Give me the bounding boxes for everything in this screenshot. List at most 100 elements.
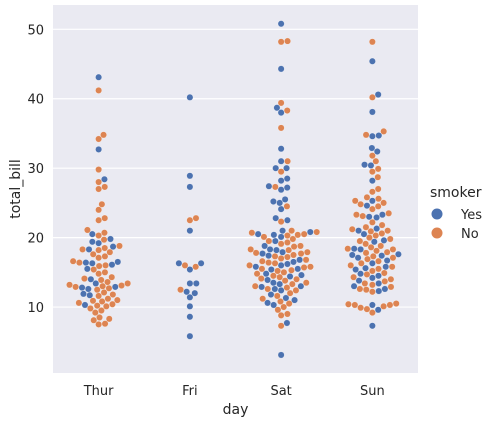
data-point-yes <box>355 227 362 235</box>
data-point-no <box>386 301 394 309</box>
data-point-no <box>385 209 393 217</box>
data-point-no <box>277 255 285 262</box>
data-point-yes <box>383 257 391 264</box>
data-point-no <box>101 253 109 260</box>
data-point-no <box>98 307 105 314</box>
data-point-no <box>124 280 132 287</box>
data-point-no <box>313 228 321 236</box>
data-point-no <box>363 305 371 313</box>
data-point-no <box>297 250 305 257</box>
data-point-yes <box>92 280 100 287</box>
data-point-yes <box>277 145 285 153</box>
data-point-yes <box>283 164 290 172</box>
data-point-yes <box>277 262 285 269</box>
data-point-yes <box>373 148 381 155</box>
data-point-yes <box>271 285 279 293</box>
data-point-yes <box>270 301 278 309</box>
data-point-no <box>283 284 291 291</box>
data-point-no <box>290 243 298 250</box>
data-point-yes <box>277 205 285 213</box>
y-axis-label: total_bill <box>8 159 24 219</box>
data-point-yes <box>296 256 303 264</box>
data-point-no <box>367 228 375 235</box>
data-point-yes <box>369 108 376 116</box>
data-point-yes <box>183 288 190 296</box>
data-point-no <box>277 322 285 330</box>
data-point-no <box>91 309 99 316</box>
data-point-no <box>257 275 265 282</box>
data-point-no <box>297 242 304 250</box>
data-point-yes <box>374 91 382 98</box>
data-point-no <box>72 283 79 291</box>
data-point-yes <box>361 161 368 169</box>
data-point-no <box>95 262 103 270</box>
data-point-no <box>357 259 365 267</box>
data-point-yes <box>101 175 108 183</box>
data-point-no <box>369 267 376 275</box>
data-point-no <box>374 173 382 181</box>
data-point-no <box>104 295 112 303</box>
data-point-no <box>363 193 371 201</box>
data-point-no <box>367 243 375 251</box>
data-point-no <box>247 246 255 253</box>
data-point-yes <box>186 183 194 191</box>
data-point-yes <box>254 230 262 238</box>
data-point-no <box>87 305 94 312</box>
data-point-yes <box>191 289 199 297</box>
data-point-no <box>253 270 261 278</box>
data-point-yes <box>265 182 273 190</box>
data-point-no <box>283 203 291 210</box>
data-point-no <box>181 262 189 269</box>
data-point-no <box>101 244 109 252</box>
data-point-no <box>276 273 284 281</box>
legend-label-yes: Yes <box>460 208 482 223</box>
data-point-yes <box>374 306 382 314</box>
data-point-no <box>101 268 109 276</box>
data-point-yes <box>297 282 305 290</box>
data-point-no <box>75 299 83 307</box>
data-point-yes <box>277 20 285 28</box>
data-point-no <box>271 259 279 267</box>
data-point-yes <box>277 157 285 165</box>
data-point-no <box>380 302 387 310</box>
data-point-no <box>362 286 370 294</box>
data-point-no <box>344 245 352 253</box>
data-point-no <box>93 302 101 309</box>
data-point-no <box>364 255 371 263</box>
data-point-yes <box>262 270 270 278</box>
y-tick-label: 20 <box>27 232 44 247</box>
data-point-no <box>288 266 295 274</box>
data-point-no <box>302 279 310 287</box>
data-point-yes <box>86 291 94 299</box>
x-axis: Thur Fri Sat Sun <box>83 384 385 399</box>
data-point-yes <box>88 230 96 238</box>
data-point-no <box>95 178 102 186</box>
data-point-no <box>369 93 376 101</box>
data-point-yes <box>357 246 364 253</box>
data-point-yes <box>357 270 364 278</box>
data-point-no <box>366 234 373 241</box>
data-point-no <box>387 283 395 291</box>
data-point-no <box>347 262 355 269</box>
data-point-no <box>118 282 125 289</box>
data-point-yes <box>277 287 285 294</box>
data-point-no <box>380 269 388 277</box>
data-point-no <box>294 231 302 239</box>
data-point-no <box>361 280 369 287</box>
data-point-no <box>377 242 385 250</box>
data-point-yes <box>373 225 381 232</box>
data-point-no <box>280 268 288 276</box>
data-point-no <box>283 107 291 114</box>
data-point-no <box>362 240 370 248</box>
data-point-yes <box>298 271 305 279</box>
data-point-yes <box>283 319 291 327</box>
data-point-yes <box>95 146 102 153</box>
x-tick-label: Sat <box>270 384 291 399</box>
data-point-no <box>252 249 260 257</box>
data-point-yes <box>83 265 91 273</box>
data-point-yes <box>369 57 376 65</box>
data-point-yes <box>375 280 383 287</box>
data-point-no <box>375 265 382 273</box>
data-point-yes <box>186 172 194 180</box>
data-point-yes <box>108 261 116 269</box>
